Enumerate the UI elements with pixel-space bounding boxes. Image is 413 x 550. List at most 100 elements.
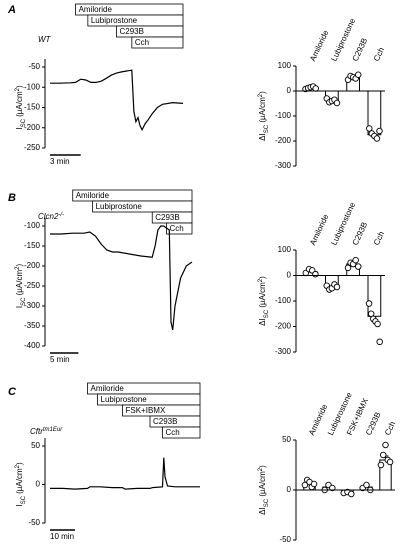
data-point [365, 300, 373, 307]
treatment-bar [92, 200, 193, 213]
label-part: Clcn2 [38, 212, 59, 221]
data-point [352, 256, 359, 264]
data-point [376, 338, 383, 346]
data-point [382, 441, 389, 449]
treatment-label: Lubiprostone [91, 16, 138, 25]
label-part: 2 [258, 278, 264, 282]
data-point [366, 125, 373, 132]
category-label: Cch [372, 230, 386, 247]
treatment-label: C293B [153, 417, 177, 426]
label-part: (µA/cm [258, 471, 267, 499]
label-part: ) [258, 465, 267, 468]
data-point [310, 480, 318, 488]
label: ISC (µA/cm2) [15, 264, 27, 309]
category-label: Amiloride [308, 28, 330, 63]
treatment-label: Cch [166, 428, 180, 437]
category-label: C293B [364, 411, 382, 437]
label-part: ΔI [258, 318, 267, 326]
data-point [333, 99, 341, 107]
data-point [312, 85, 319, 92]
y-tick-label: -400 [24, 341, 41, 350]
label-part: (µA/cm [258, 282, 267, 310]
label-part: SC [21, 118, 27, 127]
data-point [363, 481, 370, 489]
treatment-label: Lubiprostone [96, 202, 143, 211]
data-point [386, 458, 394, 466]
label-part: 2 [15, 87, 21, 91]
trace [50, 457, 200, 490]
data-point [312, 270, 319, 278]
scale-bar-label: 3 min [50, 157, 70, 166]
y-tick-label: 0 [36, 480, 41, 489]
label-part: (µA/cm [15, 270, 24, 298]
label: WT [38, 35, 52, 44]
label-part: (µA/cm [15, 468, 24, 496]
y-tick-label: -100 [275, 296, 292, 305]
data-point [373, 135, 381, 142]
label-part: (µA/cm [15, 91, 24, 119]
y-tick-label: -150 [24, 103, 41, 112]
label-part: SC [264, 498, 270, 507]
label-part: 2 [258, 93, 264, 97]
treatment-label: Amiloride [91, 384, 125, 393]
y-tick-label: -150 [24, 241, 41, 250]
data-point [379, 451, 387, 459]
data-point [376, 127, 383, 135]
label: Clcn2-/- [38, 212, 64, 222]
category-label: Cch [383, 420, 397, 437]
treatment-label: C293B [155, 213, 179, 222]
label-part: WT [38, 35, 52, 44]
panel-label: C [8, 386, 17, 398]
y-tick-label: 0 [287, 485, 292, 494]
data-point [333, 283, 341, 291]
data-point [329, 484, 336, 492]
data-point [374, 320, 381, 328]
label-part: SC [21, 495, 27, 504]
category-label: Cch [372, 46, 386, 63]
y-tick-label: -300 [275, 347, 292, 356]
label: ΔISC (µA/cm2) [258, 276, 270, 326]
label-part: SC [264, 309, 270, 318]
y-tick-label: -200 [24, 261, 41, 270]
label-part: 2 [258, 467, 264, 471]
label: Cftrtm1Eur [30, 427, 63, 437]
label-part: ) [15, 264, 24, 267]
y-tick-label: -300 [275, 161, 292, 170]
label-part: I [15, 127, 24, 129]
y-tick-label: -50 [28, 62, 40, 71]
label: ISC (µA/cm2) [15, 462, 27, 507]
label-part: 2 [15, 266, 21, 270]
data-point [377, 461, 385, 469]
trace [50, 225, 193, 331]
y-tick-label: 0 [287, 271, 292, 280]
treatment-label: Cch [169, 224, 183, 233]
label-part: ) [15, 462, 24, 465]
label-part: ) [258, 91, 267, 94]
label-part: Cftr [30, 427, 43, 436]
label: ΔISC (µA/cm2) [258, 465, 270, 515]
data-point [354, 263, 362, 270]
category-label: C293B [351, 37, 369, 63]
y-tick-label: -300 [24, 301, 41, 310]
treatment-label: Amiloride [79, 5, 113, 14]
label: ΔISC (µA/cm2) [258, 91, 270, 141]
treatment-label: Cch [135, 38, 149, 47]
bar [367, 275, 382, 317]
data-point [354, 71, 362, 78]
label-part: -/- [58, 212, 64, 218]
label-part: ΔI [258, 133, 267, 141]
label-part: SC [264, 124, 270, 133]
label-part: ΔI [258, 507, 267, 515]
y-tick-label: -100 [24, 221, 41, 230]
label: ISC (µA/cm2) [15, 85, 27, 130]
y-tick-label: -250 [24, 281, 41, 290]
label-part: (µA/cm [258, 97, 267, 125]
label-part: ) [15, 85, 24, 88]
label-part: I [15, 504, 24, 506]
label-part: tm1Eur [43, 427, 63, 433]
category-label: C293B [351, 221, 369, 247]
y-tick-label: -50 [279, 535, 291, 544]
data-point [348, 490, 355, 498]
label-part: I [15, 306, 24, 308]
